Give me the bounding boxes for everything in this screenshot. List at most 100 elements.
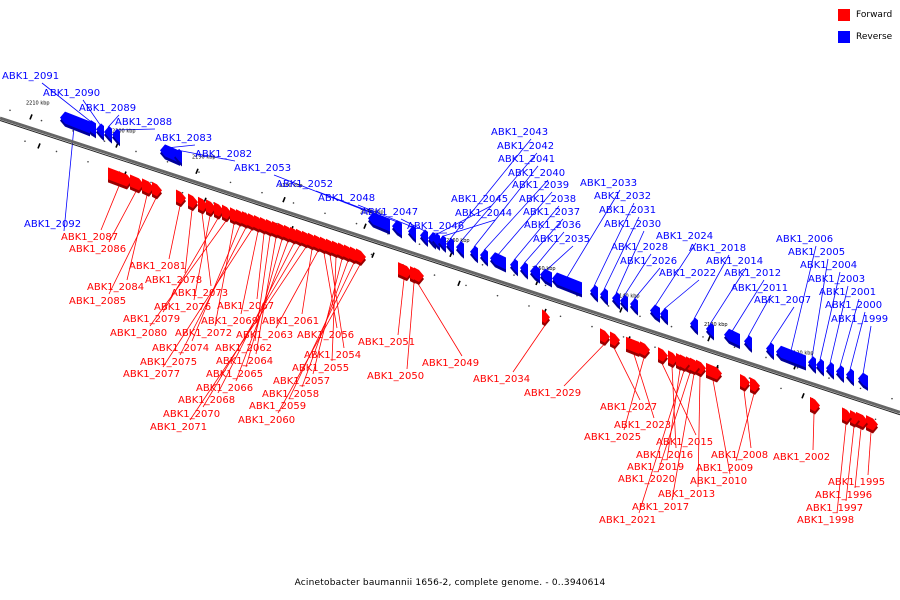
gene-arrow [60,111,90,134]
leader-line [747,294,772,337]
legend-reverse-label: Reverse [856,32,893,42]
gene-arrow [766,342,774,358]
minor-tick-upper [639,315,641,318]
backbone-shadow [0,120,900,416]
gene-arrow [668,350,678,366]
minor-tick-lower [591,325,593,328]
leader-line [483,179,549,251]
major-tick [363,223,367,229]
leader-line [400,218,425,232]
gene-arrow [842,407,852,422]
minor-tick-upper [765,356,767,359]
minor-tick-upper [166,160,169,163]
gene-arrow [432,233,440,248]
gene-arrow [408,225,416,241]
leader-line [162,218,219,313]
gene-label: ABK1_2063 [236,330,293,341]
gene-arrow [600,288,608,303]
gene-arrow [856,411,868,428]
gene-label: ABK1_1997 [806,503,863,514]
gene-arrow [470,245,478,261]
gene-label: ABK1_2076 [154,302,211,313]
leader-line [812,413,815,451]
leader-line [202,244,301,408]
minor-tick-lower [748,377,751,379]
gene-label: ABK1_2091 [2,71,59,82]
gene-label: ABK1_2046 [407,221,464,232]
leader-line [323,252,338,329]
gene-label: ABK1_2010 [690,476,747,487]
gene-arrow [392,220,402,236]
leader-line [235,241,289,382]
leader-line [512,324,546,373]
gene-arrow [660,307,668,323]
minor-tick-upper [229,181,232,184]
gene-label: ABK1_1998 [797,515,854,526]
leader-line [179,227,247,356]
gene-label: ABK1_2078 [145,275,202,286]
scale-label: 2180 kbp [279,183,303,189]
gene-arrow [866,415,878,431]
gene-label: ABK1_2037 [523,207,580,218]
gene-label: ABK1_2082 [195,149,252,160]
leader-line [623,357,645,431]
gene-label: ABK1_2042 [497,141,554,152]
gene-arrow [96,123,104,139]
leader-line [108,191,137,243]
leader-line [845,426,855,502]
leader-line [839,298,860,367]
gene-label: ABK1_2038 [519,194,576,205]
leader-line [563,344,605,387]
minor-tick-lower [528,305,530,307]
gene-label: ABK1_2052 [276,179,333,190]
gene-arrow [438,235,446,250]
gene-arrow [398,262,412,279]
gene-arrow [724,328,740,346]
minor-tick-lower [622,336,625,338]
gene-label: ABK1_2007 [754,295,811,306]
leader-line [663,279,700,310]
gene-arrow [222,204,232,220]
leader-line [288,262,355,400]
minor-tick-lower [654,346,656,348]
scale-label: 2210 kbp [26,100,50,106]
leader-line [534,231,565,268]
gene-label: ABK1_2020 [618,474,675,485]
major-tick [282,196,286,203]
gene-label: ABK1_2071 [150,422,207,433]
minor-tick-upper [103,140,106,142]
gene-label: ABK1_2053 [234,163,291,174]
leader-line [623,253,652,297]
gene-label: ABK1_2077 [123,369,180,380]
leader-line [417,283,463,357]
minor-tick-upper [702,336,704,338]
leader-line [397,279,405,336]
minor-tick-upper [418,243,421,245]
gene-arrow [552,272,582,295]
gene-arrow [850,409,860,425]
gene-arrow [750,377,760,392]
major-tick [619,307,623,313]
leader-line [862,325,872,375]
leader-line [273,174,380,217]
gene-label: ABK1_2087 [61,232,118,243]
gene-label: ABK1_2065 [206,369,263,380]
minor-tick-upper [9,109,11,112]
gene-arrow [590,284,598,300]
minor-tick-upper [859,387,862,390]
gene-label: ABK1_2030 [604,219,661,230]
minor-tick-lower [24,140,26,142]
gene-arrow [206,199,216,214]
gene-arrow [112,128,120,144]
gene-label: ABK1_2005 [788,247,845,258]
minor-tick-upper [513,274,515,276]
gene-label: ABK1_2073 [171,288,228,299]
gene-arrow [490,252,506,270]
minor-tick-lower [780,387,782,390]
gene-label: ABK1_2024 [656,231,713,242]
leader-line [301,248,313,315]
gene-arrow [630,298,638,313]
scale-label: 2120 kbp [790,350,814,356]
gene-label: ABK1_2075 [140,357,197,368]
gene-label: ABK1_2001 [819,287,876,298]
